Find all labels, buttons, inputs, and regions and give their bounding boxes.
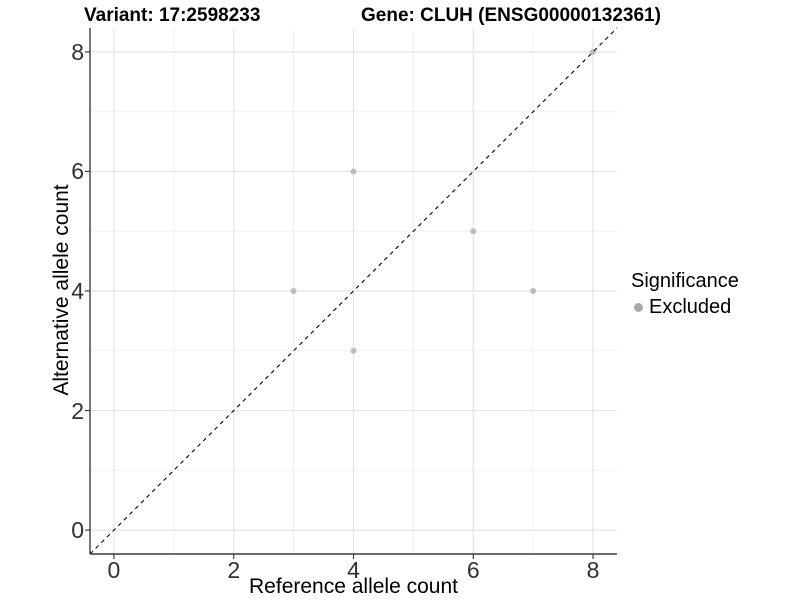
y-tick-label: 8	[71, 38, 84, 65]
x-tick-label: 8	[586, 557, 600, 583]
y-tick-label: 6	[71, 158, 84, 185]
y-tick-label: 0	[71, 517, 84, 544]
legend-title: Significance	[631, 270, 739, 292]
legend-item-label: Excluded	[649, 296, 732, 318]
y-tick-label: 2	[71, 397, 84, 424]
plot-title-variant: Variant: 17:2598233	[84, 5, 261, 26]
data-point	[350, 168, 357, 175]
x-tick-label: 6	[466, 557, 480, 583]
y-tick-label: 4	[71, 278, 84, 304]
legend-item-excluded: Excluded	[631, 296, 739, 319]
data-point	[530, 288, 537, 294]
legend-key-dot-icon	[634, 303, 643, 312]
plot-title-gene: Gene: CLUH (ENSG00000132361)	[361, 5, 661, 26]
x-axis-title: Reference allele count	[249, 575, 458, 598]
data-point	[470, 228, 477, 235]
y-axis-title: Alternative allele count	[50, 184, 73, 396]
x-tick-label: 2	[227, 557, 241, 583]
data-point	[290, 288, 297, 294]
legend: Significance Excluded	[631, 270, 739, 319]
x-tick-label: 0	[107, 557, 121, 583]
data-point	[350, 347, 357, 354]
x-tick-label: 4	[347, 557, 360, 583]
